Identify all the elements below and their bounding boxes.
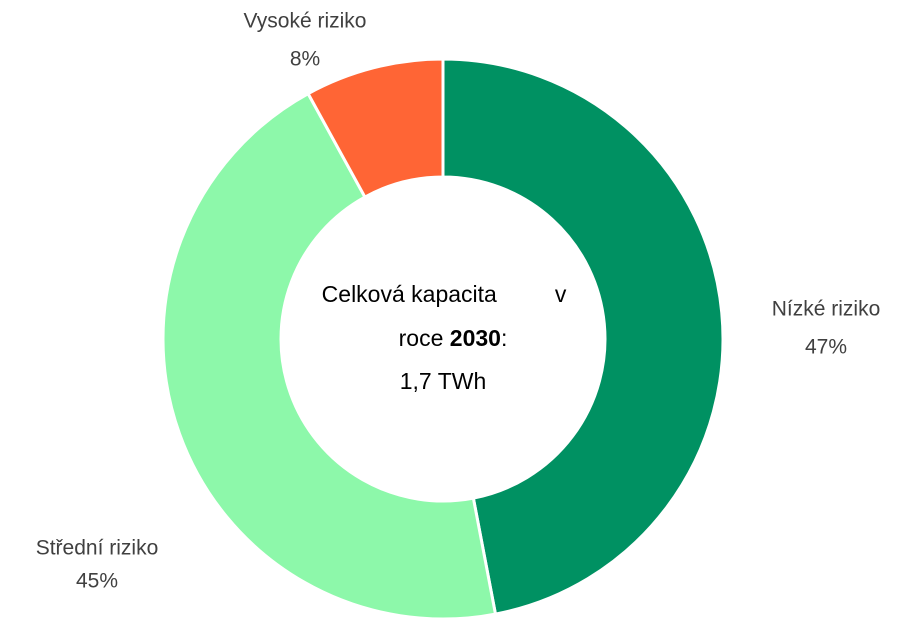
center-text-part: v <box>555 281 567 307</box>
center-text-part: : <box>501 325 507 351</box>
center-text: Celková kapacita v <box>322 281 567 307</box>
center-text-part: Celková kapacita <box>322 281 497 307</box>
donut-slice <box>441 57 725 616</box>
slice-label: Nízké riziko <box>772 298 881 321</box>
center-text: 1,7 TWh <box>400 368 487 394</box>
center-text: roce 2030: <box>399 325 508 351</box>
slice-label: Vysoké riziko <box>244 10 367 33</box>
slice-value-label: 8% <box>290 48 320 71</box>
center-text-part: 2030 <box>450 325 501 351</box>
slice-value-label: 45% <box>76 570 118 593</box>
slice-label: Střední riziko <box>36 537 159 560</box>
center-text-part: roce <box>399 325 450 351</box>
donut-slice <box>161 91 498 618</box>
slice-value-label: 47% <box>805 336 847 359</box>
donut-slice <box>306 57 445 200</box>
